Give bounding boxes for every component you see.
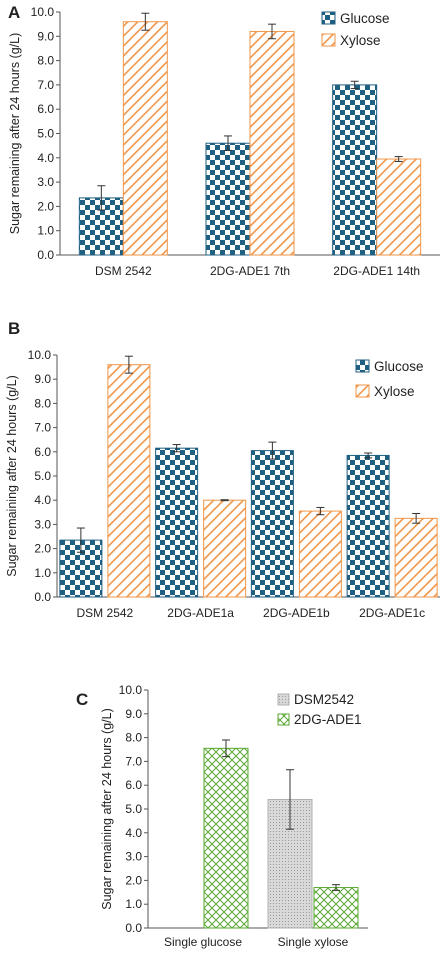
y-tick-label: 3.0	[37, 175, 54, 189]
legend-swatch	[277, 713, 290, 726]
legend-label: Xylose	[340, 33, 381, 48]
category-label: 2DG-ADE1a	[167, 606, 234, 620]
legend-swatch	[277, 693, 290, 706]
y-tick-label: 9.0	[37, 29, 54, 43]
y-tick-label: 8.0	[125, 731, 142, 745]
y-tick-label: 5.0	[34, 469, 51, 483]
bar-glucose	[346, 454, 390, 598]
y-axis-label: Sugar remaining after 24 hours (g/L)	[100, 708, 114, 910]
category-label: 2DG-ADE1 14th	[333, 264, 420, 278]
y-tick-label: 4.0	[37, 151, 54, 165]
bar-glucose	[155, 447, 199, 598]
panel-letter: B	[8, 319, 20, 338]
panel-b: B 0.0 1.0 2.0 3.0 4.0 5.0 6.0 7.0 8.0 9.0 10.0 Sugar…	[5, 319, 440, 620]
legend-label: Glucose	[340, 11, 390, 26]
y-tick-label: 10.0	[31, 5, 55, 19]
legend-swatch	[321, 33, 336, 47]
legend-label: Glucose	[374, 359, 424, 374]
bar-xylose	[298, 510, 342, 598]
y-tick-label: 1.0	[34, 566, 51, 580]
category-label: DSM 2542	[95, 264, 152, 278]
y-tick-label: 2.0	[37, 199, 54, 213]
y-tick-label: 4.0	[34, 493, 51, 507]
bar-xylose	[394, 517, 438, 598]
y-tick-label: 5.0	[125, 802, 142, 816]
y-tick-label: 10.0	[119, 683, 143, 697]
category-label: DSM 2542	[77, 606, 134, 620]
y-tick-label: 3.0	[34, 517, 51, 531]
y-tick-label: 0.0	[125, 921, 142, 935]
legend-swatch	[355, 384, 370, 398]
y-tick-label: 8.0	[34, 396, 51, 410]
y-tick-label: 5.0	[37, 127, 54, 141]
category-label: 2DG-ADE1b	[263, 606, 330, 620]
y-tick-label: 1.0	[37, 224, 54, 238]
y-tick-label: 9.0	[34, 372, 51, 386]
y-tick-label: 2.0	[125, 873, 142, 887]
y-tick-label: 1.0	[125, 897, 142, 911]
category-label: Single xylose	[278, 935, 349, 949]
y-tick-label: 3.0	[125, 850, 142, 864]
y-tick-label: 7.0	[34, 421, 51, 435]
legend-label: Xylose	[374, 384, 415, 399]
y-tick-label: 0.0	[37, 248, 54, 262]
bar-glucose	[205, 142, 251, 256]
y-tick-label: 9.0	[125, 707, 142, 721]
panel-a: A 0.0 1.0 2.0 3.0 4.0 5.0 6.0 7.0 8.0 9.0 10.0 Sugar…	[8, 3, 440, 278]
y-tick-label: 4.0	[125, 826, 142, 840]
bar-glucose	[332, 84, 378, 256]
panel-letter: A	[8, 3, 20, 22]
category-label: 2DG-ADE1c	[359, 606, 425, 620]
y-tick-label: 2.0	[34, 542, 51, 556]
bar-2dg-ade1	[203, 747, 249, 929]
y-tick-label: 0.0	[34, 590, 51, 604]
y-axis-label: Sugar remaining after 24 hours (g/L)	[5, 375, 19, 577]
y-tick-label: 8.0	[37, 54, 54, 68]
bar-xylose	[249, 30, 295, 256]
y-tick-label: 10.0	[28, 348, 52, 362]
panel-letter: C	[76, 690, 88, 709]
y-tick-label: 6.0	[125, 778, 142, 792]
legend-swatch	[355, 359, 370, 373]
y-tick-label: 6.0	[37, 102, 54, 116]
y-tick-label: 7.0	[37, 78, 54, 92]
y-axis-label: Sugar remaining after 24 hours (g/L)	[8, 33, 22, 235]
bar-xylose	[107, 364, 151, 598]
bar-glucose	[250, 450, 294, 598]
legend-label: 2DG-ADE1	[294, 712, 362, 727]
bar-2dg-ade1	[313, 887, 359, 929]
bar-xylose	[376, 158, 422, 256]
bar-xylose	[203, 499, 247, 598]
bar-xylose	[122, 21, 168, 256]
legend-swatch	[321, 11, 336, 25]
y-tick-label: 6.0	[34, 445, 51, 459]
panel-c: C 0.0 1.0 2.0 3.0 4.0 5.0 6.0 7.0 8.0 9.0 10.0 Sugar…	[76, 683, 368, 949]
y-tick-label: 7.0	[125, 754, 142, 768]
legend-label: DSM2542	[294, 692, 354, 707]
category-label: Single glucose	[164, 935, 242, 949]
category-label: 2DG-ADE1 7th	[210, 264, 290, 278]
